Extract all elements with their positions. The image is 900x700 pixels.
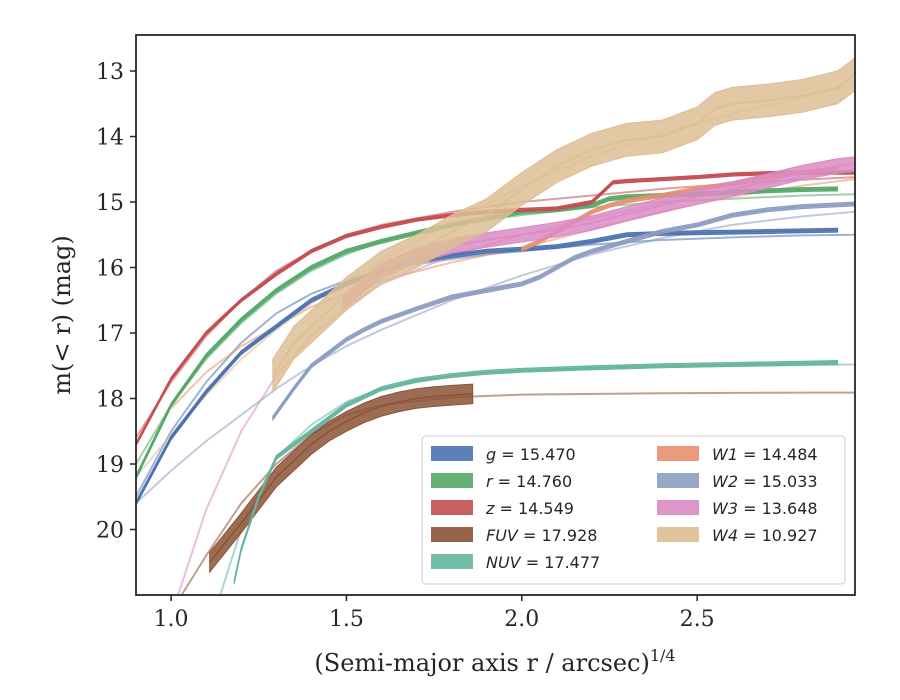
y-tick-label: 20: [96, 519, 124, 544]
model-curve-w1: [170, 178, 855, 409]
band-nuv: [233, 359, 838, 585]
legend-label-w1: W1 = 14.484: [712, 445, 818, 464]
legend-swatch-g: [431, 446, 473, 461]
y-axis-label: m(< r) (mag): [48, 235, 76, 394]
legend-label-z: z = 14.549: [485, 499, 574, 518]
legend-label-fuv: FUV = 17.928: [486, 526, 597, 545]
x-tick-label: 1.5: [329, 607, 364, 632]
legend-label-nuv: NUV = 17.477: [486, 553, 600, 572]
band-z: [136, 170, 855, 447]
band-w3: [342, 156, 855, 312]
y-tick-label: 18: [96, 388, 124, 413]
band-center-z: [136, 171, 855, 445]
y-tick-label: 17: [96, 322, 124, 347]
x-axis-label-text: (Semi-major axis r / arcsec): [314, 649, 649, 677]
band-center-nuv: [233, 361, 838, 583]
band-fuv: [209, 383, 474, 574]
band-center-fuv: [209, 393, 473, 563]
legend-label-r: r = 14.760: [486, 472, 572, 491]
legend-swatch-w2: [657, 473, 699, 488]
legend-label-w2: W2 = 15.033: [712, 472, 818, 491]
band-center-g: [136, 229, 838, 504]
legend-label-w4: W4 = 10.927: [712, 526, 818, 545]
legend-label-g: g = 15.470: [486, 445, 576, 464]
legend: g = 15.470 r = 14.760 z = 14.549 FUV = 17.9…: [421, 435, 846, 585]
measured-bands: [136, 57, 855, 585]
x-tick-label: 2.5: [680, 607, 715, 632]
x-tick-label: 2.0: [504, 607, 539, 632]
band-center-w4: [272, 73, 855, 376]
y-tick-label: 15: [96, 191, 124, 216]
legend-swatch-fuv: [431, 527, 473, 542]
x-axis-ticks: 1.0 1.5 2.0 2.5: [154, 595, 715, 632]
model-curve-w2: [136, 210, 855, 505]
legend-label-w3: W3 = 13.648: [712, 499, 818, 518]
y-tick-label: 14: [96, 126, 124, 151]
x-axis-label-exponent: 1/4: [650, 646, 676, 665]
legend-swatch-w4: [657, 527, 699, 542]
legend-frame: [421, 435, 846, 585]
legend-swatch-w3: [657, 500, 699, 515]
x-axis-label: (Semi-major axis r / arcsec)1/4: [314, 646, 675, 677]
band-w2: [272, 201, 855, 422]
band-w4: [272, 57, 855, 394]
y-tick-label: 13: [96, 60, 124, 85]
y-tick-label: 19: [96, 453, 124, 478]
legend-swatch-w1: [657, 446, 699, 461]
band-center-w2: [272, 203, 855, 419]
x-tick-label: 1.0: [154, 607, 189, 632]
y-tick-label: 16: [96, 257, 124, 282]
legend-swatch-nuv: [431, 554, 473, 569]
band-r: [136, 186, 838, 480]
legend-swatch-r: [431, 473, 473, 488]
plot-frame: [135, 34, 856, 596]
y-axis-ticks: 13 14 15 16 17 18 19 20: [96, 60, 136, 544]
legend-swatch-z: [431, 500, 473, 515]
